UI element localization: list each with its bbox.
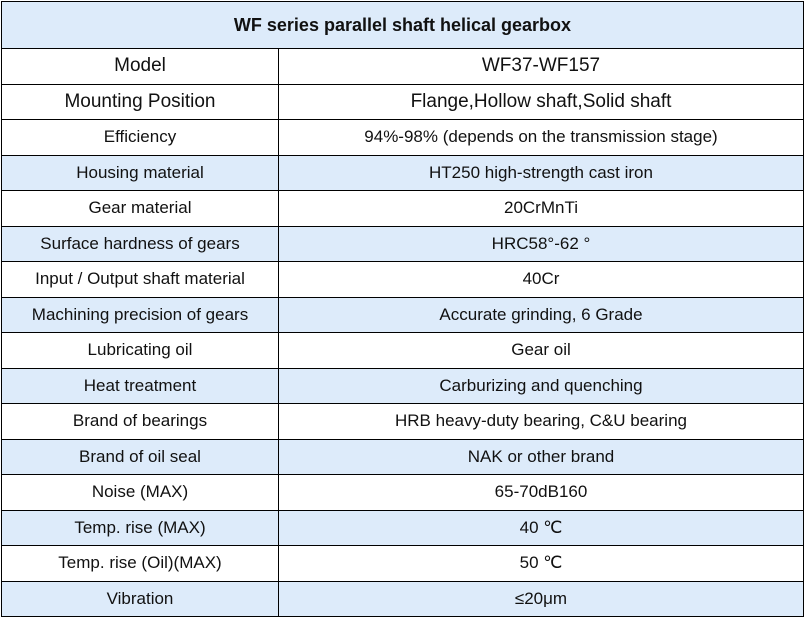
table-row: Brand of bearings HRB heavy-duty bearing,… — [1, 403, 804, 440]
spec-value: HRC58°-62 ° — [278, 225, 804, 262]
table-header-row: WF series parallel shaft helical gearbox — [1, 1, 804, 49]
table-row: Brand of oil seal NAK or other brand — [1, 438, 804, 475]
table-row: Housing material HT250 high-strength cast… — [1, 154, 804, 191]
spec-label: Temp. rise (Oil)(MAX) — [1, 545, 279, 582]
table-row: Mounting Position Flange,Hollow shaft,Sol… — [1, 83, 804, 120]
spec-label: Brand of bearings — [1, 403, 279, 440]
spec-value: 20CrMnTi — [278, 190, 804, 227]
spec-value: Gear oil — [278, 332, 804, 369]
spec-value: 94%-98% (depends on the transmission sta… — [278, 119, 804, 156]
spec-value: 65-70dB160 — [278, 474, 804, 511]
spec-value: 50 ℃ — [278, 545, 804, 582]
spec-label: Housing material — [1, 154, 279, 191]
spec-value: 40Cr — [278, 261, 804, 298]
table-title: WF series parallel shaft helical gearbox — [1, 1, 804, 49]
spec-label: Model — [1, 48, 279, 85]
spec-label: Brand of oil seal — [1, 438, 279, 475]
table-row: Efficiency 94%-98% (depends on the transm… — [1, 119, 804, 156]
spec-value: NAK or other brand — [278, 438, 804, 475]
spec-value: Carburizing and quenching — [278, 367, 804, 404]
spec-label: Input / Output shaft material — [1, 261, 279, 298]
table-row: Input / Output shaft material 40Cr — [1, 261, 804, 298]
spec-value: HRB heavy-duty bearing, C&U bearing — [278, 403, 804, 440]
spec-value: ≤20μm — [278, 580, 804, 617]
table-row: Lubricating oil Gear oil — [1, 332, 804, 369]
spec-label: Gear material — [1, 190, 279, 227]
spec-value: 40 ℃ — [278, 509, 804, 546]
table-row: Noise (MAX) 65-70dB160 — [1, 474, 804, 511]
spec-label: Machining precision of gears — [1, 296, 279, 333]
table-row: Surface hardness of gears HRC58°-62 ° — [1, 225, 804, 262]
spec-label: Efficiency — [1, 119, 279, 156]
table-row: Temp. rise (Oil)(MAX) 50 ℃ — [1, 545, 804, 582]
spec-label: Heat treatment — [1, 367, 279, 404]
table-row: Machining precision of gears Accurate gri… — [1, 296, 804, 333]
table-row: Vibration ≤20μm — [1, 580, 804, 617]
spec-value: Accurate grinding, 6 Grade — [278, 296, 804, 333]
table-row: Model WF37-WF157 — [1, 48, 804, 85]
spec-value: WF37-WF157 — [278, 48, 804, 85]
spec-label: Lubricating oil — [1, 332, 279, 369]
table-row: Gear material 20CrMnTi — [1, 190, 804, 227]
spec-label: Noise (MAX) — [1, 474, 279, 511]
spec-label: Mounting Position — [1, 83, 279, 120]
spec-value: HT250 high-strength cast iron — [278, 154, 804, 191]
spec-label: Vibration — [1, 580, 279, 617]
spec-label: Surface hardness of gears — [1, 225, 279, 262]
table-row: Temp. rise (MAX) 40 ℃ — [1, 509, 804, 546]
spec-label: Temp. rise (MAX) — [1, 509, 279, 546]
table-row: Heat treatment Carburizing and quenching — [1, 367, 804, 404]
spec-value: Flange,Hollow shaft,Solid shaft — [278, 83, 804, 120]
